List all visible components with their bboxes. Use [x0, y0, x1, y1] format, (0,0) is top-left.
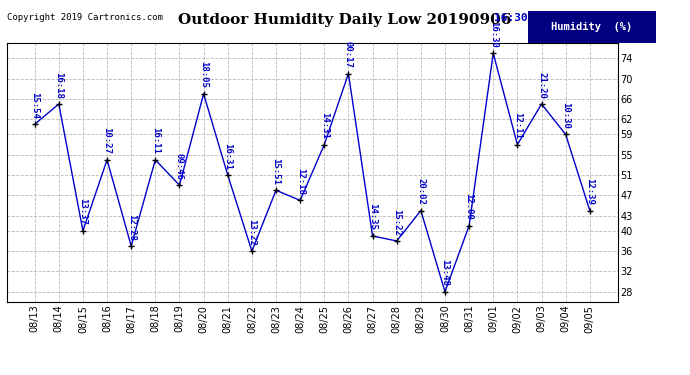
Text: 12:11: 12:11 [513, 112, 522, 139]
Text: 16:31: 16:31 [224, 142, 233, 170]
Text: 12:39: 12:39 [585, 178, 594, 205]
Text: 14:31: 14:31 [319, 112, 329, 139]
Text: 12:18: 12:18 [295, 168, 305, 195]
Text: 10:27: 10:27 [103, 128, 112, 154]
Text: 15:51: 15:51 [272, 158, 281, 185]
Text: 12:28: 12:28 [127, 214, 136, 240]
Text: 21:20: 21:20 [537, 72, 546, 99]
Text: 16:30: 16:30 [494, 13, 528, 23]
Text: Copyright 2019 Cartronics.com: Copyright 2019 Cartronics.com [7, 13, 163, 22]
Text: 10:30: 10:30 [561, 102, 570, 129]
Text: 20:02: 20:02 [416, 178, 425, 205]
Text: 12:00: 12:00 [464, 194, 473, 220]
Text: Outdoor Humidity Daily Low 20190906: Outdoor Humidity Daily Low 20190906 [178, 13, 512, 27]
Text: 13:48: 13:48 [440, 259, 449, 286]
Text: 09:46: 09:46 [175, 153, 184, 180]
Text: 18:05: 18:05 [199, 62, 208, 88]
Text: 13:37: 13:37 [79, 198, 88, 225]
Text: Humidity  (%): Humidity (%) [551, 22, 632, 32]
Text: 16:11: 16:11 [151, 128, 160, 154]
Text: 00:17: 00:17 [344, 41, 353, 68]
Text: 16:18: 16:18 [55, 72, 63, 99]
Text: 16:30: 16:30 [489, 21, 497, 48]
Text: 15:22: 15:22 [392, 209, 401, 236]
Text: 13:22: 13:22 [248, 219, 257, 246]
Text: 15:54: 15:54 [30, 92, 39, 119]
Text: 14:35: 14:35 [368, 204, 377, 230]
